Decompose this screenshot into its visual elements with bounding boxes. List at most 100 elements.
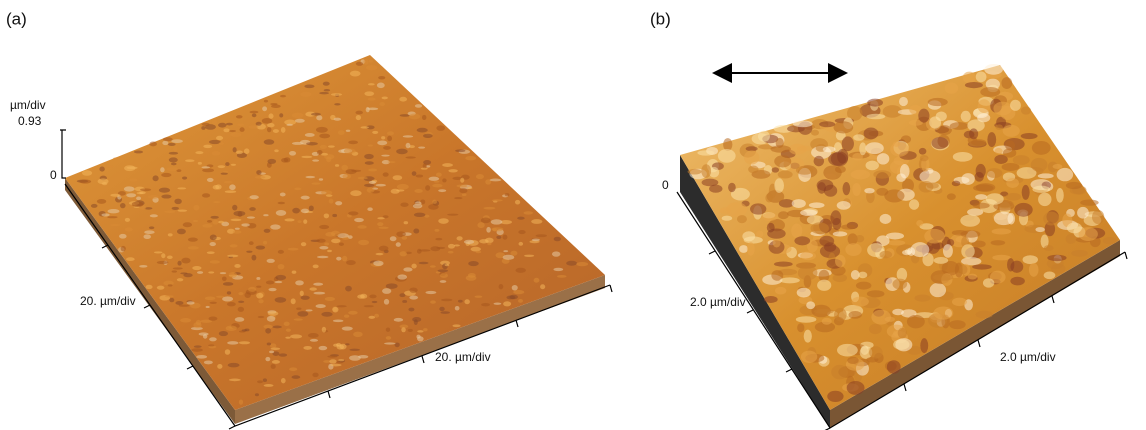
texture-bump — [271, 347, 281, 350]
texture-bump — [492, 199, 503, 201]
texture-bump — [136, 196, 141, 200]
texture-bump — [994, 212, 1014, 225]
texture-bump — [902, 250, 912, 255]
texture-bump — [747, 242, 755, 256]
texture-bump — [205, 297, 216, 301]
texture-bump — [109, 224, 120, 226]
texture-bump — [866, 114, 885, 119]
texture-bump — [319, 225, 329, 229]
texture-bump — [309, 205, 314, 211]
texture-bump — [341, 165, 348, 171]
texture-bump — [210, 260, 220, 263]
texture-bump — [797, 323, 804, 332]
texture-bump — [193, 220, 198, 222]
texture-bump — [231, 219, 242, 221]
texture-bump — [294, 318, 303, 320]
texture-bump — [281, 378, 286, 383]
texture-bump — [517, 217, 524, 220]
texture-bump — [869, 346, 883, 359]
texture-bump — [869, 324, 882, 334]
texture-bump — [289, 151, 296, 156]
texture-bump — [239, 400, 243, 405]
texture-bump — [968, 274, 977, 280]
texture-bump — [1001, 77, 1012, 89]
texture-bump — [377, 83, 385, 89]
texture-bump — [428, 204, 439, 210]
texture-bump — [251, 255, 256, 261]
texture-bump — [129, 178, 138, 181]
texture-bump — [319, 346, 328, 350]
texture-bump — [995, 124, 1003, 130]
texture-bump — [518, 299, 523, 303]
texture-bump — [137, 192, 144, 194]
texture-bump — [337, 305, 347, 307]
texture-bump — [378, 76, 385, 79]
texture-bump — [750, 203, 766, 214]
texture-bump — [722, 216, 733, 221]
texture-bump — [222, 296, 233, 301]
texture-bump — [434, 181, 440, 183]
texture-bump — [304, 84, 314, 88]
texture-bump — [775, 287, 786, 295]
texture-bump — [193, 205, 199, 211]
texture-bump — [266, 281, 274, 285]
texture-bump — [236, 115, 243, 118]
texture-bump — [369, 181, 376, 184]
texture-bump — [930, 283, 946, 297]
texture-bump — [796, 166, 813, 175]
texture-bump — [400, 203, 408, 207]
panel-b: (b) 0 2.0 µm/div 2.0 µm/div — [650, 9, 1127, 430]
texture-bump — [817, 179, 834, 191]
texture-bump — [360, 294, 367, 299]
texture-bump — [213, 220, 219, 225]
texture-bump — [146, 285, 153, 289]
texture-bump — [263, 214, 268, 216]
texture-bump — [744, 150, 759, 164]
texture-bump — [207, 251, 215, 254]
texture-bump — [238, 301, 244, 303]
texture-bump — [267, 316, 276, 322]
texture-bump — [358, 240, 369, 245]
texture-bump — [161, 173, 171, 177]
texture-bump — [281, 158, 288, 163]
texture-bump — [455, 306, 460, 311]
texture-bump — [866, 161, 879, 171]
texture-bump — [329, 199, 334, 204]
texture-bump — [258, 299, 263, 303]
texture-bump — [972, 264, 992, 269]
texture-bump — [797, 288, 811, 298]
texture-bump — [210, 234, 217, 240]
texture-bump — [349, 355, 361, 361]
texture-bump — [481, 303, 490, 306]
texture-bump — [325, 297, 335, 301]
texture-bump — [218, 123, 227, 128]
texture-bump — [486, 227, 491, 233]
texture-bump — [417, 336, 424, 341]
texture-bump — [827, 391, 843, 402]
texture-bump — [263, 241, 267, 245]
texture-bump — [1010, 261, 1023, 273]
texture-bump — [798, 266, 818, 281]
texture-bump — [218, 165, 225, 168]
texture-bump — [969, 128, 978, 139]
texture-bump — [126, 193, 136, 197]
texture-bump — [1066, 234, 1077, 244]
texture-bump — [311, 113, 321, 116]
texture-bump — [79, 180, 91, 184]
texture-bump — [950, 122, 969, 130]
texture-bump — [841, 224, 855, 229]
texture-bump — [322, 327, 326, 333]
texture-bump — [919, 170, 940, 183]
texture-bump — [376, 253, 384, 255]
texture-bump — [465, 156, 476, 160]
texture-bump — [822, 318, 832, 325]
texture-bump — [388, 161, 396, 163]
texture-bump — [303, 219, 307, 223]
texture-bump — [369, 295, 376, 299]
texture-bump — [348, 211, 358, 215]
texture-bump — [217, 364, 222, 369]
texture-bump — [353, 332, 363, 337]
texture-bump — [858, 272, 867, 279]
texture-bump — [177, 261, 181, 266]
texture-bump — [382, 96, 388, 99]
